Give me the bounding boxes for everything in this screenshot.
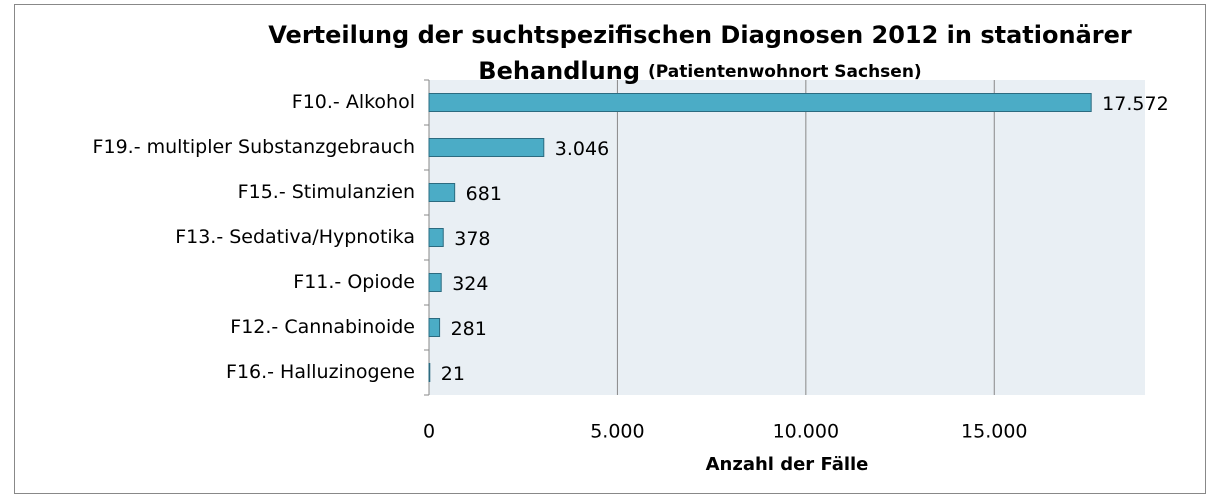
y-tick-label: F13.- Sedativa/Hypnotika <box>175 226 415 248</box>
bar <box>428 363 431 382</box>
y-tick-label: F15.- Stimulanzien <box>238 181 415 203</box>
x-tick-label: 15.000 <box>961 421 1027 443</box>
bar <box>428 228 444 247</box>
chart-subtitle: (Patientenwohnort Sachsen) <box>648 62 922 82</box>
value-label: 3.046 <box>555 138 609 160</box>
y-tick-label: F19.- multipler Substanzgebrauch <box>93 136 415 158</box>
bar <box>428 273 442 292</box>
x-tick-label: 5.000 <box>590 421 644 443</box>
value-label: 378 <box>454 228 490 250</box>
y-tick-label: F16.- Halluzinogene <box>226 361 415 383</box>
bar <box>428 318 441 337</box>
bar <box>428 93 1092 112</box>
y-tick-label: F10.- Alkohol <box>292 91 415 113</box>
value-label: 21 <box>441 363 465 385</box>
y-tick-label: F11.- Opiode <box>293 271 415 293</box>
chart-title-line: Behandlung (Patientenwohnort Sachsen) <box>478 57 921 85</box>
bar <box>428 183 456 202</box>
plot-area <box>429 80 1145 395</box>
x-tick-label: 10.000 <box>773 421 839 443</box>
bar <box>428 138 545 157</box>
chart-title: Verteilung der suchtspezifischen Diagnos… <box>268 21 1132 49</box>
x-axis-label: Anzahl der Fälle <box>706 454 869 475</box>
chart-title: Behandlung <box>478 57 640 85</box>
value-label: 281 <box>451 318 487 340</box>
value-label: 681 <box>466 183 502 205</box>
value-label: 324 <box>452 273 488 295</box>
y-tick-label: F12.- Cannabinoide <box>230 316 415 338</box>
value-label: 17.572 <box>1102 93 1168 115</box>
x-tick-label: 0 <box>423 421 435 443</box>
